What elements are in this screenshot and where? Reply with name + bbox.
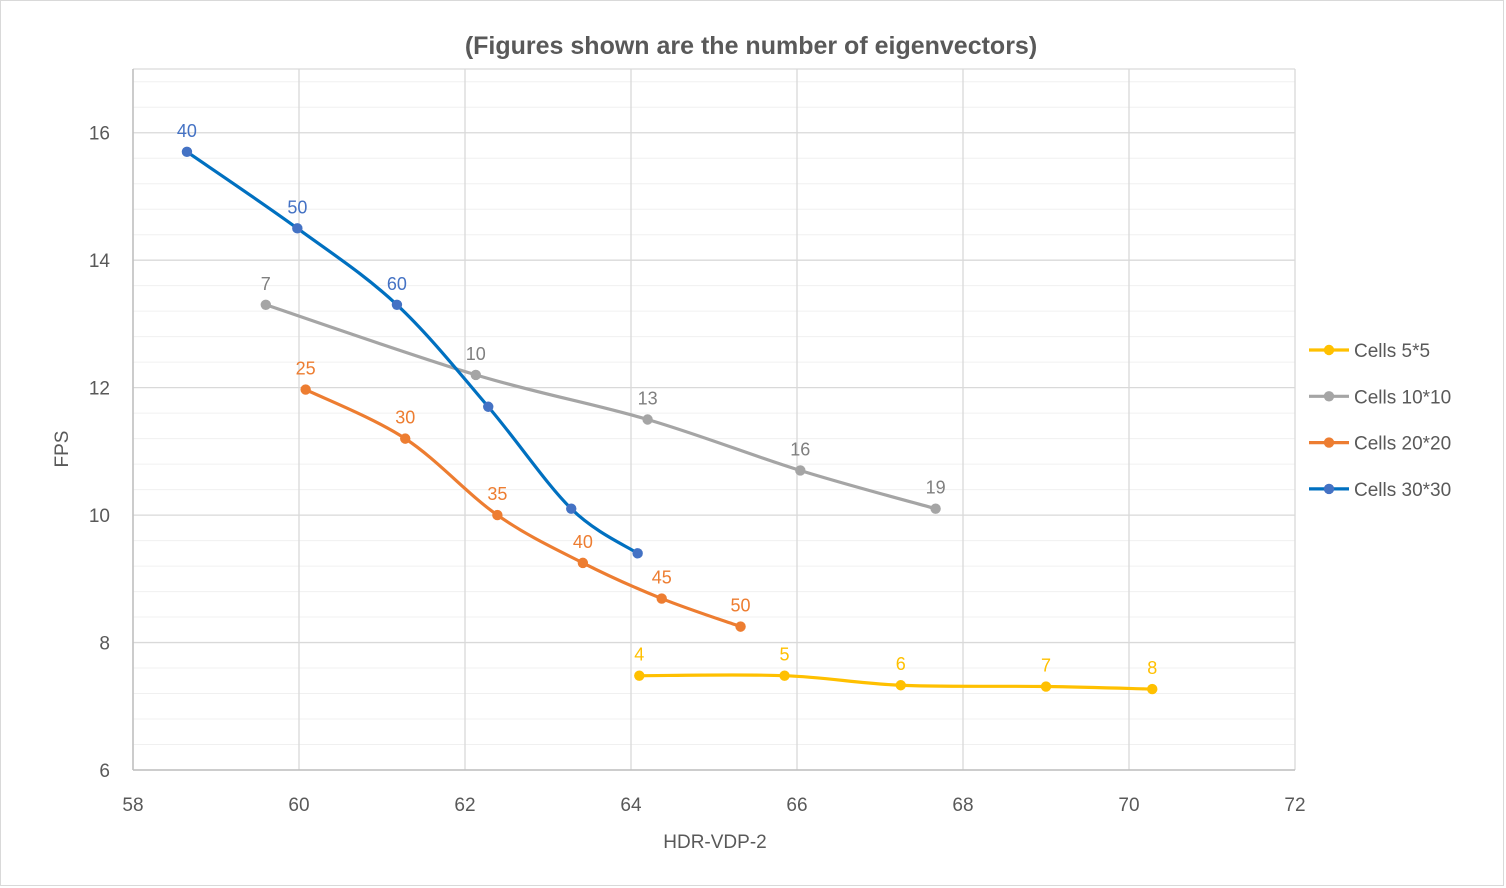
series-line	[637, 673, 1154, 691]
data-point	[566, 503, 577, 514]
data-label: 8	[1147, 658, 1157, 678]
data-label: 45	[652, 568, 672, 588]
data-label: 19	[926, 478, 946, 498]
data-label: 6	[896, 654, 906, 674]
chart-title: (Figures shown are the number of eigenve…	[465, 32, 1037, 60]
x-tick-label: 70	[1118, 795, 1139, 816]
x-tick-label: 66	[786, 795, 807, 816]
major-gridlines	[132, 68, 1296, 771]
series-lines	[185, 150, 1154, 691]
y-tick-label: 12	[89, 379, 110, 400]
data-label: 60	[387, 274, 407, 294]
x-axis-title: HDR-VDP-2	[663, 832, 766, 853]
data-point	[656, 593, 667, 604]
legend-label: Cells 20*20	[1354, 434, 1451, 455]
y-tick-label: 8	[99, 634, 110, 655]
y-tick-label: 10	[89, 506, 110, 527]
legend-label: Cells 10*10	[1354, 387, 1451, 408]
data-label: 5	[780, 645, 790, 665]
y-tick-label: 16	[89, 124, 110, 145]
data-label: 4	[634, 645, 644, 665]
data-point	[1040, 681, 1052, 692]
legend-label: Cells 30*30	[1354, 480, 1451, 501]
data-point	[632, 548, 643, 559]
data-label: 7	[1041, 656, 1051, 676]
y-tick-label: 6	[99, 761, 110, 782]
y-axis-title: FPS	[52, 431, 73, 468]
data-label: 50	[731, 596, 751, 616]
data-point	[795, 465, 806, 476]
y-axis-tick-labels: 6 8 10 12 14 16	[89, 124, 111, 782]
data-label: 10	[466, 344, 486, 364]
data-point	[930, 503, 941, 514]
x-tick-label: 58	[122, 795, 143, 816]
data-point	[181, 146, 193, 158]
x-tick-label: 62	[454, 795, 475, 816]
series-line	[304, 387, 743, 629]
data-point	[260, 299, 271, 310]
data-point	[470, 369, 481, 381]
minor-gridlines	[133, 81, 1295, 746]
legend-swatch-marker	[1323, 391, 1335, 402]
data-point	[779, 670, 790, 681]
data-label: 30	[395, 408, 415, 428]
data-label: 25	[296, 359, 316, 379]
data-label: 16	[790, 439, 810, 459]
data-point	[634, 670, 645, 681]
data-label: 13	[638, 389, 658, 409]
data-label: 40	[177, 121, 197, 141]
legend-swatch-marker	[1323, 344, 1335, 356]
legend: Cells 5*5 Cells 10*10 Cells 20*20 Cells 30*…	[1309, 341, 1451, 501]
series-line	[185, 150, 640, 555]
data-point	[1147, 683, 1158, 695]
data-point	[735, 621, 746, 632]
legend-swatch-marker	[1323, 437, 1335, 448]
x-tick-label: 72	[1284, 795, 1305, 816]
x-tick-label: 68	[952, 795, 973, 816]
series-markers	[181, 146, 1158, 695]
data-point	[483, 401, 494, 412]
y-tick-label: 14	[89, 251, 111, 272]
data-point	[492, 509, 503, 521]
data-label: 35	[487, 484, 507, 504]
series-line	[264, 303, 938, 511]
data-label: 50	[287, 197, 307, 217]
data-point	[391, 299, 403, 310]
data-label: 40	[573, 532, 593, 552]
x-tick-label: 60	[288, 795, 309, 816]
data-point	[895, 680, 906, 691]
data-label: 7	[261, 274, 271, 294]
x-tick-label: 64	[620, 795, 642, 816]
data-point	[642, 414, 653, 425]
legend-swatch-marker	[1323, 483, 1335, 495]
data-point	[300, 384, 311, 395]
data-point	[577, 557, 589, 569]
data-point	[292, 223, 303, 234]
data-point	[400, 433, 411, 444]
x-axis-tick-labels: 58 60 62 64 66 68 70 72	[122, 795, 1305, 816]
legend-label: Cells 5*5	[1354, 341, 1430, 362]
axes	[132, 69, 1295, 771]
